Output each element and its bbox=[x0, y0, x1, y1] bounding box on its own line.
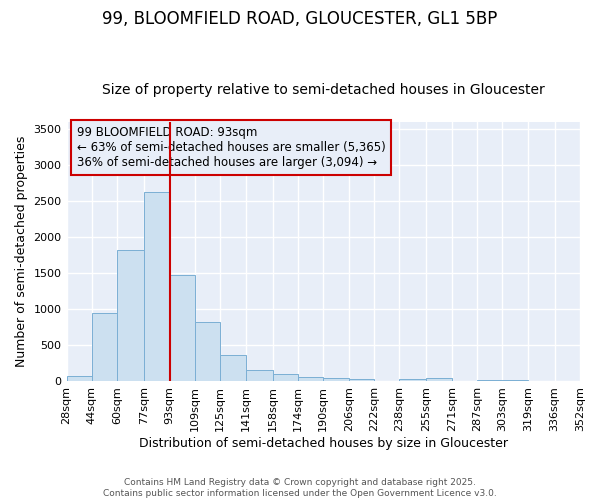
Bar bbox=[349, 380, 374, 382]
Bar bbox=[426, 378, 452, 382]
Y-axis label: Number of semi-detached properties: Number of semi-detached properties bbox=[15, 136, 28, 368]
Bar bbox=[220, 355, 245, 382]
Bar bbox=[298, 378, 323, 382]
X-axis label: Distribution of semi-detached houses by size in Gloucester: Distribution of semi-detached houses by … bbox=[139, 437, 508, 450]
Bar bbox=[400, 380, 426, 382]
Bar bbox=[245, 370, 272, 382]
Bar bbox=[170, 274, 195, 382]
Bar bbox=[502, 380, 528, 382]
Text: 99 BLOOMFIELD ROAD: 93sqm
← 63% of semi-detached houses are smaller (5,365)
36% : 99 BLOOMFIELD ROAD: 93sqm ← 63% of semi-… bbox=[77, 126, 386, 168]
Bar bbox=[144, 192, 170, 382]
Bar bbox=[323, 378, 349, 382]
Text: Contains HM Land Registry data © Crown copyright and database right 2025.
Contai: Contains HM Land Registry data © Crown c… bbox=[103, 478, 497, 498]
Bar bbox=[92, 313, 117, 382]
Bar bbox=[67, 376, 92, 382]
Title: Size of property relative to semi-detached houses in Gloucester: Size of property relative to semi-detach… bbox=[102, 83, 545, 97]
Text: 99, BLOOMFIELD ROAD, GLOUCESTER, GL1 5BP: 99, BLOOMFIELD ROAD, GLOUCESTER, GL1 5BP bbox=[103, 10, 497, 28]
Bar bbox=[272, 374, 298, 382]
Bar bbox=[477, 380, 502, 382]
Bar bbox=[195, 322, 220, 382]
Bar bbox=[117, 250, 144, 382]
